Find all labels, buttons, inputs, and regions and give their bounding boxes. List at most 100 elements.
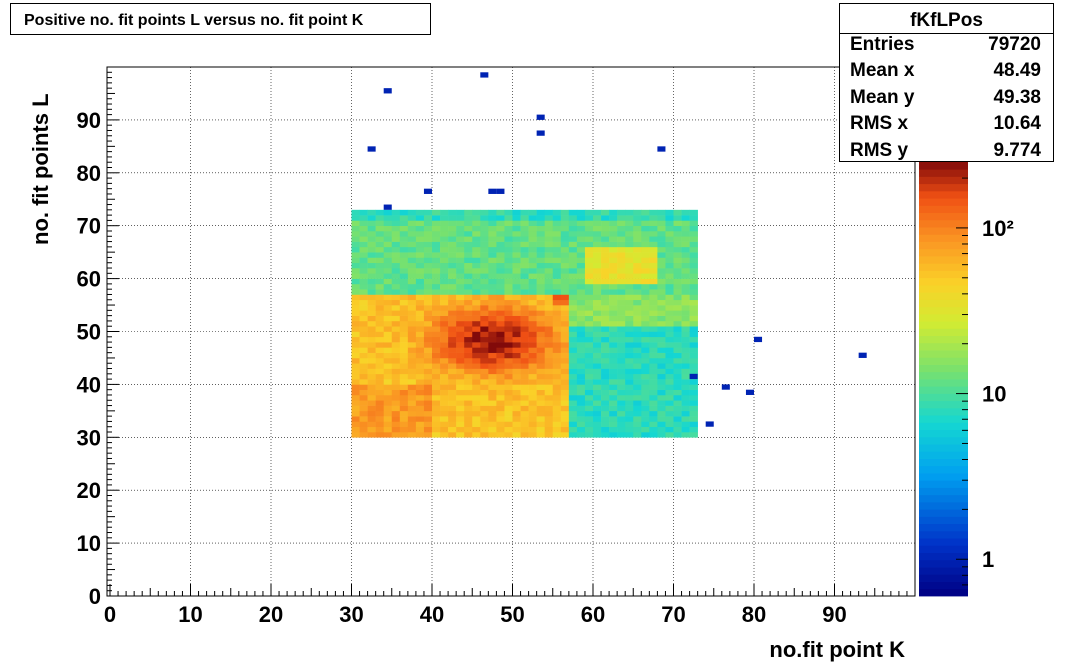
heatmap-cell (367, 331, 376, 338)
heatmap-cell (528, 410, 537, 417)
heatmap-cell (657, 400, 666, 406)
heatmap-cell (641, 363, 650, 369)
heatmap-cell (593, 294, 602, 301)
heatmap-cell (641, 331, 650, 338)
heatmap-cell (673, 400, 682, 406)
heatmap-cell (536, 347, 545, 353)
heatmap-cell (576, 331, 586, 338)
heatmap-cell (681, 315, 690, 322)
heatmap-cell (375, 289, 384, 295)
heatmap-cell (472, 283, 481, 290)
heatmap-cell (649, 400, 658, 406)
heatmap-cell (520, 294, 529, 301)
heatmap-cell (536, 421, 545, 428)
heatmap-cell (480, 416, 489, 422)
heatmap-cell (375, 347, 384, 353)
heatmap-cell (391, 215, 401, 221)
heatmap-cell (440, 326, 449, 332)
heatmap-cell (359, 426, 368, 433)
heatmap-cell (649, 394, 658, 401)
heatmap-cell (399, 252, 409, 258)
heatmap-cell (625, 294, 634, 301)
heatmap-cell (464, 310, 473, 316)
heatmap-cell (657, 384, 666, 390)
heatmap-cell (488, 421, 497, 428)
heatmap-cell (633, 262, 642, 269)
heatmap-cell (375, 262, 384, 269)
heatmap-cell (633, 241, 642, 248)
heatmap-cell (359, 241, 368, 248)
heatmap-cell (432, 236, 441, 242)
heatmap-cell (383, 246, 393, 253)
heatmap-cell (367, 352, 376, 359)
heatmap-cell (399, 389, 409, 396)
heatmap-cell (480, 331, 489, 338)
heatmap-cell (560, 389, 570, 396)
heatmap-cell (480, 347, 489, 353)
heatmap-cell (391, 410, 401, 417)
heatmap-cell (496, 363, 505, 369)
heatmap-cell (528, 389, 537, 396)
heatmap-cell (432, 283, 441, 290)
heatmap-cell (415, 294, 425, 301)
heatmap-cell (689, 432, 698, 438)
heatmap-cell (432, 394, 441, 401)
heatmap-cell (552, 225, 562, 232)
heatmap-cell (504, 294, 513, 301)
heatmap-cell (504, 421, 513, 428)
heatmap-cell (665, 432, 674, 438)
heatmap-cell (528, 289, 537, 295)
heatmap-cell (593, 315, 602, 322)
heatmap-cell (480, 421, 489, 428)
heatmap-cell (625, 389, 634, 396)
heatmap-cell (351, 432, 360, 438)
heatmap-cell (536, 336, 545, 343)
heatmap-cell (568, 357, 578, 364)
heatmap-cell (488, 220, 497, 226)
heatmap-cell (576, 421, 586, 428)
heatmap-cell (440, 394, 449, 401)
heatmap-cell (399, 310, 409, 316)
heatmap-cell (633, 368, 642, 375)
heatmap-cell (432, 299, 441, 306)
heatmap-cell (359, 389, 368, 396)
heatmap-cell (641, 220, 650, 226)
heatmap-cell (456, 389, 465, 396)
heatmap-cell (593, 421, 602, 428)
heatmap-cell (609, 252, 618, 258)
heatmap-cell (504, 416, 513, 422)
heatmap-cell (625, 352, 634, 359)
heatmap-cell (448, 389, 457, 396)
heatmap-cell (689, 289, 698, 295)
heatmap-cell (472, 209, 481, 216)
heatmap-cell (625, 347, 634, 353)
heatmap-cell (681, 347, 690, 353)
heatmap-cell (496, 299, 505, 306)
heatmap-cell (456, 220, 465, 226)
heatmap-cell (601, 262, 610, 269)
colorbar-label: 1 (982, 547, 994, 572)
heatmap-cell (657, 310, 666, 316)
heatmap-cell (657, 410, 666, 417)
heatmap-cell (544, 278, 554, 285)
heatmap-cell (560, 315, 570, 322)
heatmap-cell (665, 230, 674, 237)
heatmap-cell (464, 405, 473, 412)
heatmap-cell (391, 405, 401, 412)
heatmap-cell (367, 294, 376, 301)
heatmap-cell (480, 289, 489, 295)
heatmap-cell (480, 426, 489, 433)
heatmap-cell (512, 432, 521, 438)
heatmap-cell (528, 416, 537, 422)
heatmap-cell (448, 273, 457, 279)
heatmap-cell (415, 389, 425, 396)
heatmap-cell (351, 410, 360, 417)
heatmap-cell (359, 257, 368, 264)
heatmap-cell (383, 342, 393, 348)
heatmap-cell (544, 347, 554, 353)
x-tick-label: 30 (339, 602, 363, 627)
heatmap-cell (665, 209, 674, 216)
heatmap-cell (391, 299, 401, 306)
colorbar-segment (919, 530, 968, 539)
heatmap-cell (367, 315, 376, 322)
